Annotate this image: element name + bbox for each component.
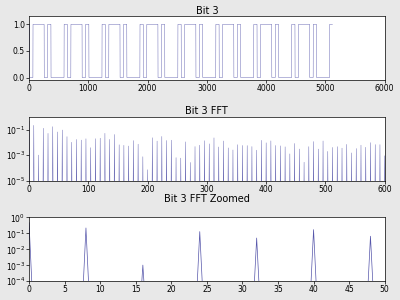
X-axis label: Bit 3 FFT Zoomed: Bit 3 FFT Zoomed	[164, 194, 250, 204]
Title: Bit 3 FFT: Bit 3 FFT	[186, 106, 228, 116]
Title: Bit 3: Bit 3	[196, 6, 218, 16]
